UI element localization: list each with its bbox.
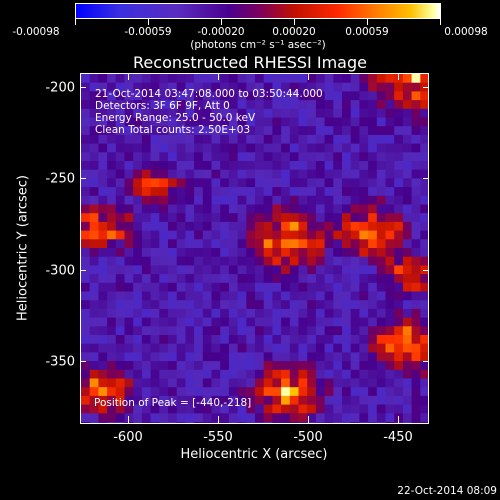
y-tick-mark (80, 361, 86, 362)
y-tick-mark (80, 178, 86, 179)
colorbar-label: -0.00059 (124, 26, 172, 38)
colorbar-tick (440, 19, 441, 25)
y-tick-label: -200 (45, 80, 75, 96)
colorbar-tick (367, 19, 368, 25)
y-tick-label: -300 (45, 263, 75, 279)
x-tick-mark (218, 73, 219, 80)
energy-range-text: Energy Range: 25.0 - 50.0 keV (95, 112, 256, 124)
rhessi-image (80, 73, 429, 424)
x-tick-mark (398, 73, 399, 80)
x-tick-mark (308, 73, 309, 80)
time-range-text: 21-Oct-2014 03:47:08.000 to 03:50:44.000 (95, 88, 323, 100)
peak-position-text: Position of Peak = [-440,-218] (94, 397, 252, 409)
footer-date: 22-Oct-2014 08:09 (397, 485, 497, 497)
x-tick-mark (128, 416, 129, 423)
colorbar-tick (75, 19, 76, 25)
colorbar-label: -0.00020 (197, 26, 245, 38)
y-tick-mark (80, 87, 86, 88)
clean-counts-text: Clean Total counts: 2.50E+03 (95, 124, 251, 136)
x-tick-mark (128, 73, 129, 80)
x-tick-mark (218, 416, 219, 423)
y-tick-mark (423, 270, 429, 271)
detectors-text: Detectors: 3F 6F 9F, Att 0 (95, 100, 230, 112)
colorbar-tick (294, 19, 295, 25)
y-tick-label: -250 (45, 171, 75, 187)
colorbar-label: -0.00098 (12, 26, 60, 38)
y-axis-label: Heliocentric Y (arcsec) (15, 175, 31, 321)
x-tick-label: -550 (203, 430, 233, 445)
x-tick-mark (308, 416, 309, 423)
colorbar-gradient (76, 4, 440, 18)
x-tick-label: -500 (293, 430, 323, 445)
colorbar-label: 0.00020 (272, 26, 316, 38)
image-title: Reconstructed RHESSI Image (133, 53, 367, 72)
colorbar-units: (photons cm⁻² s⁻¹ asec⁻²) (190, 39, 326, 51)
heatmap-canvas (81, 74, 428, 423)
colorbar-tick (221, 19, 222, 25)
y-tick-mark (80, 270, 86, 271)
x-tick-label: -450 (383, 430, 413, 445)
colorbar-label: 0.00059 (345, 26, 389, 38)
colorbar (75, 3, 441, 19)
y-tick-label: -350 (45, 354, 75, 370)
y-tick-mark (423, 361, 429, 362)
y-tick-mark (423, 87, 429, 88)
colorbar-label: 0.00098 (444, 26, 488, 38)
x-tick-mark (398, 416, 399, 423)
x-axis-label: Heliocentric X (arcsec) (180, 447, 328, 462)
y-tick-mark (423, 178, 429, 179)
colorbar-tick (148, 19, 149, 25)
x-tick-label: -600 (113, 430, 143, 445)
